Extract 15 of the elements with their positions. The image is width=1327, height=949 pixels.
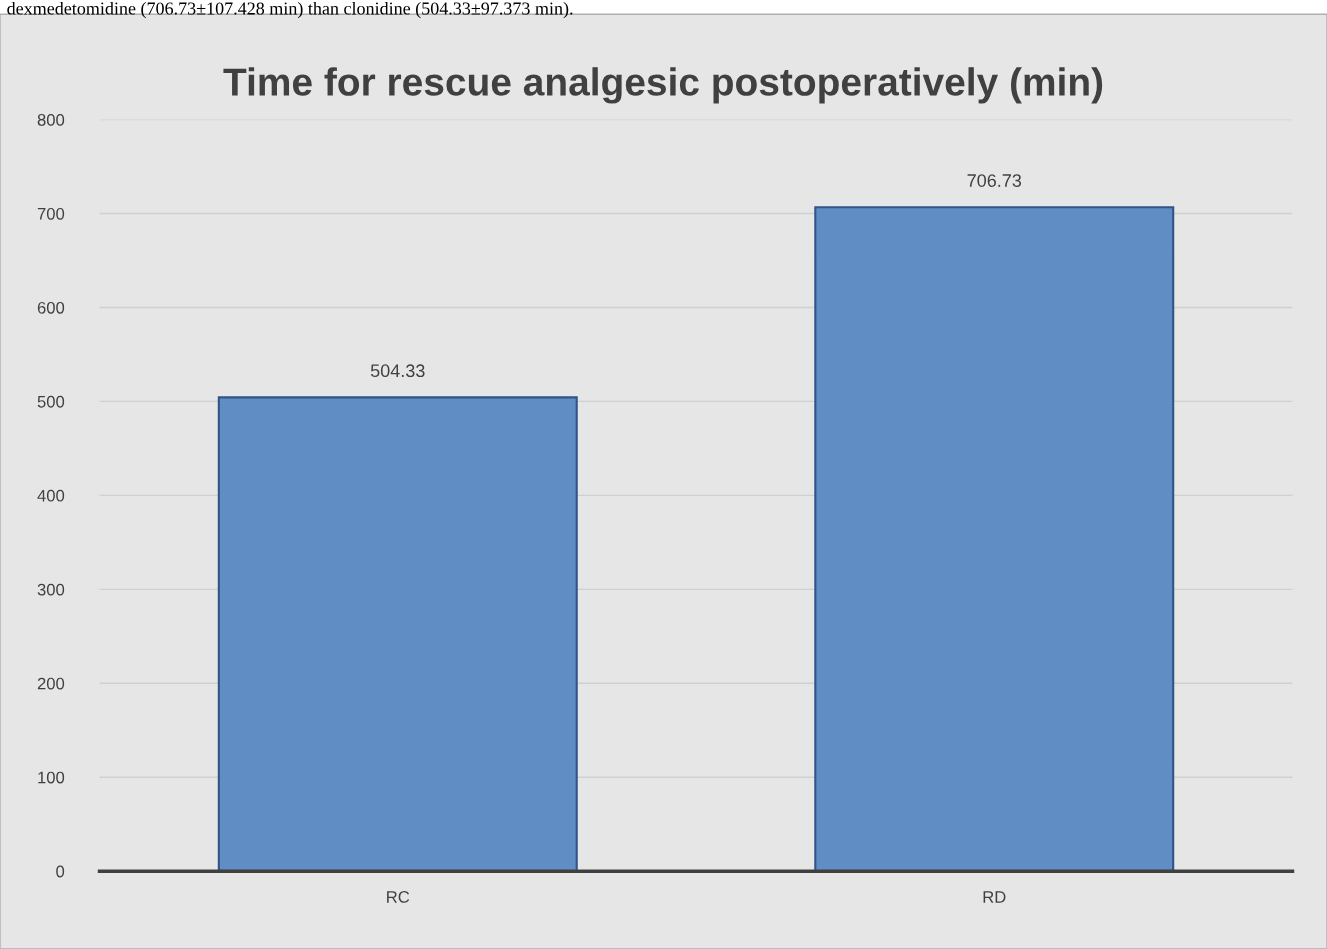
x-tick-label: RD bbox=[983, 891, 1006, 903]
data-label: 504.33 bbox=[370, 364, 425, 378]
y-tick-label: 300 bbox=[37, 583, 65, 596]
x-tick-label: RC bbox=[387, 891, 410, 903]
data-label: 706.73 bbox=[967, 174, 1022, 187]
y-tick-label: 0 bbox=[56, 865, 65, 878]
text: dexmedetomidine (706.73±107.428 min) than clonidine (504.33±97.373 min). bbox=[7, 1, 573, 19]
y-tick-label: 100 bbox=[38, 771, 65, 784]
y-tick-label: 800 bbox=[37, 113, 65, 126]
y-tick-label: 200 bbox=[37, 677, 65, 690]
y-tick-label: 700 bbox=[37, 207, 65, 220]
y-tick-label: 500 bbox=[37, 395, 65, 408]
y-tick-label: 600 bbox=[37, 301, 65, 314]
chart-title: Time for rescue analgesic postoperatively (min) bbox=[223, 67, 1103, 104]
y-tick-label: 400 bbox=[37, 489, 65, 502]
